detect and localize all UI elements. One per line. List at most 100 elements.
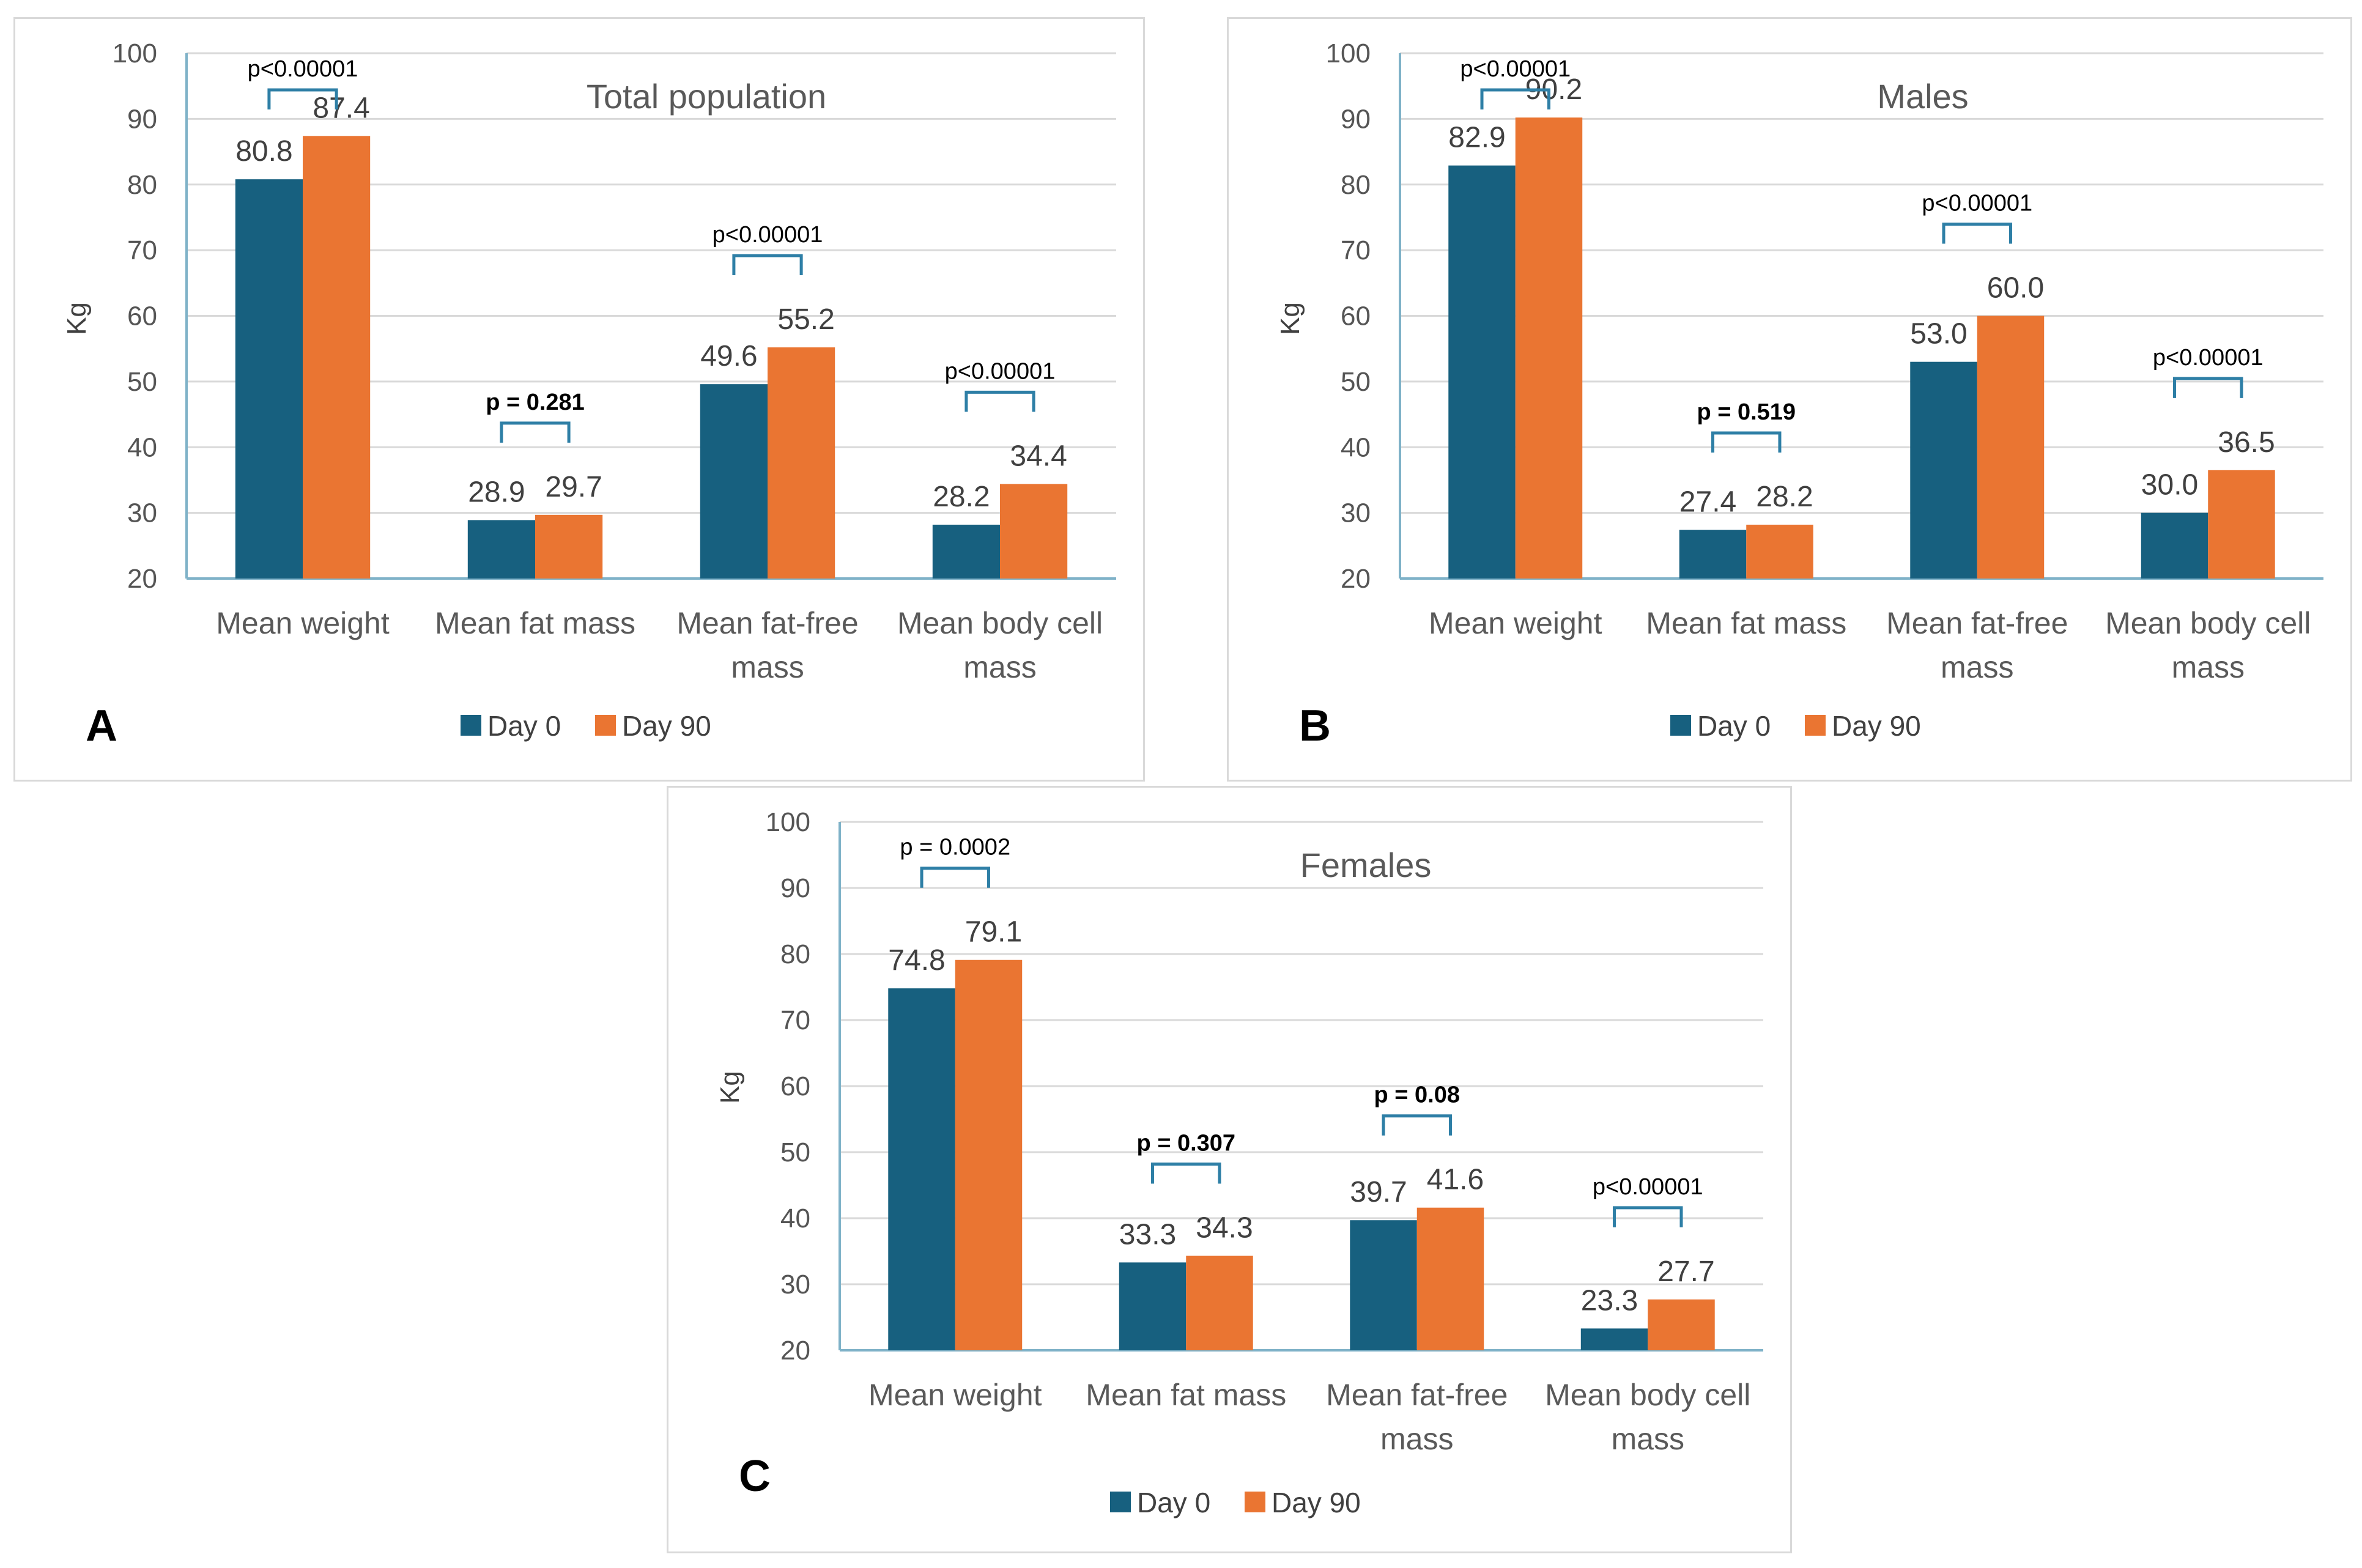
chart-panel-c: 20 30 40 50 60 70 80 90 100 Kg Females 74.8 79.1 p = … bbox=[667, 786, 1792, 1553]
chart-title: Males bbox=[1877, 77, 1968, 116]
category-label: Mean weight bbox=[1429, 606, 1602, 640]
bar-day-0 bbox=[1350, 1220, 1417, 1350]
category-label: Mean weight bbox=[216, 606, 390, 640]
category-label: Mean body cell bbox=[897, 606, 1103, 640]
bar-day-90 bbox=[1416, 1207, 1484, 1350]
category-label: Mean fat mass bbox=[435, 606, 635, 640]
data-label-day-0: 28.2 bbox=[933, 481, 990, 513]
chart-total-population: 20 30 40 50 60 70 80 90 100 Kg Total population 80.… bbox=[62, 39, 1116, 750]
category-label: Mean body cell bbox=[2105, 606, 2311, 640]
p-value-label: p = 0.307 bbox=[1136, 1131, 1235, 1156]
data-label-day-0: 27.4 bbox=[1679, 486, 1736, 519]
bar-day-0 bbox=[1448, 165, 1516, 579]
y-tick-label: 60 bbox=[780, 1071, 810, 1101]
legend-label-day-0: Day 0 bbox=[1137, 1487, 1210, 1518]
bar-day-0 bbox=[2141, 512, 2208, 579]
y-tick-label: 50 bbox=[127, 367, 157, 397]
p-value-label: p = 0.281 bbox=[486, 390, 585, 415]
category-label: Mean fat mass bbox=[1086, 1378, 1286, 1412]
category-label: Mean fat-free bbox=[1886, 606, 2068, 640]
legend-swatch-day-90 bbox=[1245, 1492, 1265, 1512]
p-value-label: p = 0.0002 bbox=[900, 835, 1010, 860]
y-tick-label: 40 bbox=[780, 1204, 810, 1233]
y-tick-label: 50 bbox=[780, 1137, 810, 1167]
significance-bracket bbox=[732, 254, 803, 276]
bar-day-90 bbox=[1186, 1256, 1253, 1350]
y-tick-label: 20 bbox=[127, 564, 157, 594]
y-tick-label: 100 bbox=[113, 39, 157, 68]
category-label: mass bbox=[1380, 1422, 1453, 1456]
bar-day-0 bbox=[1679, 530, 1747, 579]
category-label: Mean fat-free bbox=[1326, 1378, 1508, 1412]
y-tick-label: 20 bbox=[780, 1336, 810, 1366]
p-value-label: p<0.00001 bbox=[2153, 345, 2264, 371]
data-label-day-0: 30.0 bbox=[2141, 469, 2198, 501]
legend-swatch-day-0 bbox=[1670, 715, 1691, 736]
y-tick-label: 30 bbox=[780, 1270, 810, 1300]
category-label: mass bbox=[2172, 650, 2245, 684]
data-label-day-90: 27.7 bbox=[1657, 1256, 1714, 1288]
data-label-day-0: 23.3 bbox=[1581, 1284, 1638, 1317]
bar-day-90 bbox=[955, 960, 1023, 1350]
data-label-day-90: 28.2 bbox=[1756, 481, 1813, 513]
significance-bracket bbox=[1711, 431, 1782, 453]
legend-label-day-0: Day 0 bbox=[487, 710, 561, 742]
legend-swatch-day-0 bbox=[461, 715, 481, 736]
y-tick-label: 100 bbox=[766, 807, 810, 837]
y-axis-label: Kg bbox=[1275, 302, 1305, 335]
bar-day-90 bbox=[1000, 484, 1068, 579]
chart-title: Total population bbox=[587, 77, 826, 116]
bar-day-0 bbox=[1910, 361, 1977, 579]
category-label: Mean weight bbox=[868, 1378, 1042, 1412]
p-value-label: p<0.00001 bbox=[945, 358, 1056, 384]
data-label-day-0: 28.9 bbox=[468, 476, 525, 508]
category-label: mass bbox=[963, 650, 1036, 684]
y-tick-label: 60 bbox=[1341, 301, 1371, 331]
bar-day-90 bbox=[535, 514, 603, 579]
legend-label-day-90: Day 90 bbox=[1272, 1487, 1361, 1518]
data-label-day-0: 33.3 bbox=[1119, 1218, 1176, 1251]
bar-day-0 bbox=[700, 384, 768, 579]
y-tick-label: 40 bbox=[1341, 432, 1371, 462]
y-tick-label: 70 bbox=[127, 235, 157, 265]
bar-day-0 bbox=[932, 524, 1000, 579]
bar-day-90 bbox=[303, 136, 371, 579]
legend-label-day-90: Day 90 bbox=[622, 710, 711, 742]
y-tick-label: 20 bbox=[1341, 564, 1371, 594]
data-label-day-90: 55.2 bbox=[777, 303, 834, 336]
y-tick-label: 80 bbox=[1341, 170, 1371, 200]
panel-label: B bbox=[1299, 701, 1331, 750]
y-tick-label: 100 bbox=[1326, 39, 1371, 68]
data-label-day-0: 80.8 bbox=[235, 135, 292, 168]
chart-panel-b: 20 30 40 50 60 70 80 90 100 Kg Males 82.9 90.2 p<0.00… bbox=[1227, 17, 2352, 782]
p-value-label: p = 0.519 bbox=[1697, 399, 1796, 425]
data-label-day-0: 82.9 bbox=[1448, 122, 1505, 154]
significance-bracket bbox=[1382, 1114, 1452, 1136]
y-tick-label: 80 bbox=[780, 939, 810, 969]
y-tick-label: 60 bbox=[127, 301, 157, 331]
chart-females: 20 30 40 50 60 70 80 90 100 Kg Females 74.8 79.1 p = … bbox=[715, 807, 1763, 1518]
bar-day-0 bbox=[467, 520, 535, 579]
y-axis-label: Kg bbox=[62, 302, 92, 335]
y-tick-label: 90 bbox=[1341, 104, 1371, 134]
bar-day-0 bbox=[1580, 1328, 1648, 1350]
chart-panel-a: 20 30 40 50 60 70 80 90 100 Kg Total population 80.… bbox=[13, 17, 1145, 782]
bar-day-0 bbox=[1119, 1262, 1187, 1350]
y-tick-label: 70 bbox=[780, 1005, 810, 1035]
panel-label: A bbox=[86, 701, 117, 750]
y-tick-label: 30 bbox=[1341, 498, 1371, 528]
significance-bracket bbox=[920, 867, 990, 888]
category-label: Mean fat mass bbox=[1646, 606, 1846, 640]
y-tick-label: 70 bbox=[1341, 235, 1371, 265]
category-label: Mean fat-free bbox=[676, 606, 858, 640]
p-value-label: p<0.00001 bbox=[1922, 191, 2032, 216]
data-label-day-0: 53.0 bbox=[1910, 318, 1967, 350]
legend-label-day-0: Day 0 bbox=[1697, 710, 1771, 742]
y-tick-label: 90 bbox=[127, 104, 157, 134]
data-label-day-90: 29.7 bbox=[545, 471, 602, 503]
significance-bracket bbox=[500, 421, 571, 443]
p-value-label: p = 0.08 bbox=[1374, 1082, 1460, 1108]
significance-bracket bbox=[964, 390, 1035, 412]
data-label-day-90: 34.4 bbox=[1010, 440, 1067, 472]
bar-day-90 bbox=[2208, 470, 2275, 579]
